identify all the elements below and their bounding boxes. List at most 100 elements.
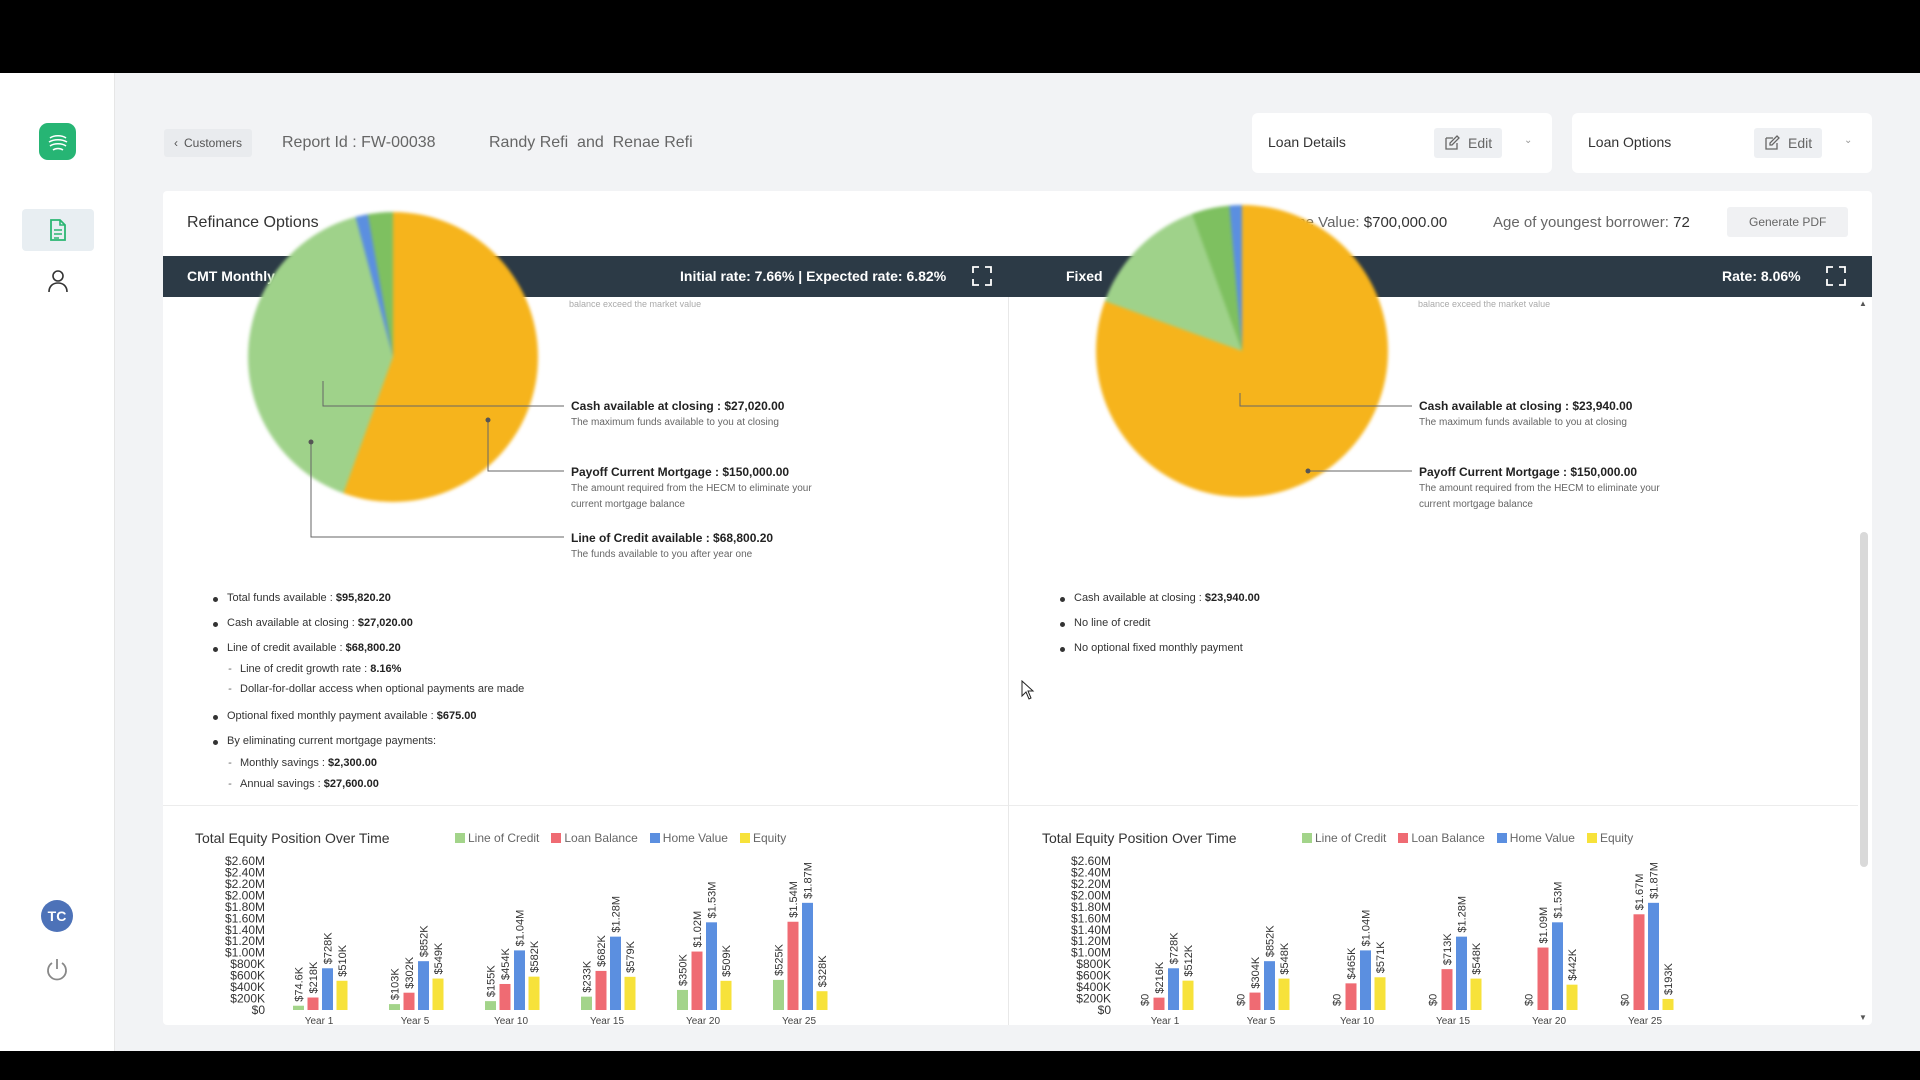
bar[interactable]: [1182, 980, 1194, 1010]
bar[interactable]: [773, 979, 784, 1010]
bar[interactable]: [1345, 983, 1357, 1010]
bar[interactable]: [1566, 984, 1578, 1010]
bar[interactable]: [595, 970, 607, 1010]
scroll-up-icon[interactable]: ▲: [1859, 299, 1867, 308]
legend-swatch: [649, 833, 660, 843]
left-callout-payoff-sub: The amount required from the HECM to eli…: [571, 483, 812, 510]
data-label: $193K: [1663, 962, 1675, 994]
bar[interactable]: [816, 991, 828, 1010]
expand-icon[interactable]: [971, 265, 993, 287]
back-to-customers-button[interactable]: ‹ Customers: [164, 129, 253, 157]
bar[interactable]: [403, 992, 415, 1010]
legend-item: Line of Credit: [1302, 831, 1386, 845]
left-pie-chart: [248, 212, 538, 502]
y-tick-label: $1.40M: [225, 923, 265, 937]
bar[interactable]: [1374, 977, 1386, 1010]
scroll-down-icon[interactable]: ▼: [1859, 1013, 1867, 1022]
chevron-down-icon[interactable]: ⌄: [1524, 135, 1533, 146]
y-tick-label: $800K: [1076, 957, 1111, 971]
bar[interactable]: [1249, 992, 1261, 1010]
bar[interactable]: [802, 902, 813, 1010]
bar[interactable]: [499, 983, 511, 1010]
data-label: $1.02M: [692, 911, 704, 948]
bar[interactable]: [1552, 922, 1563, 1010]
sidebar-item-customers[interactable]: [22, 260, 94, 302]
bar[interactable]: [485, 1001, 496, 1010]
bar[interactable]: [610, 936, 621, 1010]
bar[interactable]: [1633, 914, 1645, 1010]
avatar[interactable]: TC: [41, 900, 73, 932]
left-callout-loc-title: Line of Credit available : $68,800.20: [571, 531, 774, 545]
bar[interactable]: [1264, 961, 1275, 1010]
youngest-borrower-age: Age of youngest borrower: 72: [1493, 214, 1690, 231]
bar[interactable]: [322, 968, 333, 1010]
power-icon[interactable]: [44, 957, 70, 988]
list-item: - Dollar-for-dollar access when optional …: [228, 683, 525, 695]
data-label: $304K: [1250, 956, 1262, 988]
y-tick-label: $1.00M: [1071, 946, 1111, 960]
right-rate-text: Rate: 8.06%: [1722, 268, 1801, 284]
right-callout-payoff-sub: The amount required from the HECM to eli…: [1419, 483, 1660, 510]
bar[interactable]: [691, 951, 703, 1010]
sidebar-item-reports[interactable]: [22, 209, 94, 251]
bar[interactable]: [293, 1005, 304, 1010]
leaf-logo-icon[interactable]: [39, 123, 76, 160]
data-label: $1.04M: [1361, 910, 1373, 947]
bar[interactable]: [307, 997, 319, 1010]
bar[interactable]: [1441, 969, 1453, 1010]
bar[interactable]: [1360, 950, 1371, 1010]
generate-pdf-button[interactable]: Generate PDF: [1727, 207, 1849, 237]
bar[interactable]: [336, 980, 348, 1010]
data-label: $1.28M: [611, 896, 623, 933]
bar[interactable]: [514, 950, 525, 1010]
x-tick-label: Year 5: [1247, 1016, 1276, 1025]
data-label: $1.28M: [1457, 896, 1469, 933]
bar[interactable]: [581, 996, 592, 1010]
edit-icon: [1445, 135, 1460, 150]
list-item: - Line of credit growth rate : 8.16%: [228, 663, 402, 675]
data-label: $0: [1524, 994, 1536, 1006]
bar[interactable]: [706, 922, 717, 1010]
y-tick-label: $1.80M: [225, 900, 265, 914]
scrollbar-thumb[interactable]: [1860, 532, 1868, 867]
bar[interactable]: [1278, 978, 1290, 1010]
bar[interactable]: [1662, 998, 1674, 1010]
right-callout-payoff-title: Payoff Current Mortgage : $150,000.00: [1419, 465, 1638, 479]
left-equity-chart: $0$200K$400K$600K$800K$1.00M$1.20M$1.40M…: [225, 854, 829, 1025]
bar[interactable]: [720, 980, 732, 1010]
right-equity-chart: $0$200K$400K$600K$800K$1.00M$1.20M$1.40M…: [1071, 854, 1675, 1025]
bar[interactable]: [624, 976, 636, 1010]
data-label: $510K: [337, 944, 349, 976]
data-label: $1.87M: [1649, 862, 1661, 899]
bar[interactable]: [1648, 902, 1659, 1010]
loan-options-edit-button[interactable]: Edit: [1754, 128, 1823, 158]
data-label: $442K: [1567, 948, 1579, 980]
left-faded-note: balance exceed the market value: [569, 299, 702, 309]
bar[interactable]: [389, 1004, 400, 1010]
expand-icon[interactable]: [1825, 265, 1847, 287]
loan-details-edit-button[interactable]: Edit: [1434, 128, 1503, 158]
bar[interactable]: [1168, 968, 1179, 1010]
loan-options-card: Loan Options Edit ⌄: [1572, 113, 1872, 173]
bar[interactable]: [432, 978, 444, 1010]
bar[interactable]: [787, 921, 799, 1010]
right-chart-title: Total Equity Position Over Time: [1042, 830, 1237, 846]
bar[interactable]: [1153, 997, 1165, 1010]
data-label: $0: [1236, 994, 1248, 1006]
chevron-down-icon[interactable]: ⌄: [1844, 135, 1853, 146]
legend-item: Loan Balance: [1398, 831, 1485, 845]
data-label: $512K: [1183, 944, 1195, 976]
bar[interactable]: [677, 989, 688, 1010]
data-label: $155K: [486, 965, 498, 997]
list-item: Total funds available : $95,820.20: [213, 592, 391, 604]
bar[interactable]: [1470, 978, 1482, 1010]
bar[interactable]: [1456, 936, 1467, 1010]
right-faded-note: balance exceed the market value: [1418, 299, 1551, 309]
user-icon: [48, 270, 68, 293]
bar[interactable]: [418, 961, 429, 1010]
bar[interactable]: [528, 976, 540, 1010]
x-tick-label: Year 15: [590, 1016, 625, 1025]
scrollbar[interactable]: ▲ ▼: [1858, 297, 1870, 1025]
bar[interactable]: [1537, 947, 1549, 1010]
right-callout-lines: [1239, 393, 1412, 474]
